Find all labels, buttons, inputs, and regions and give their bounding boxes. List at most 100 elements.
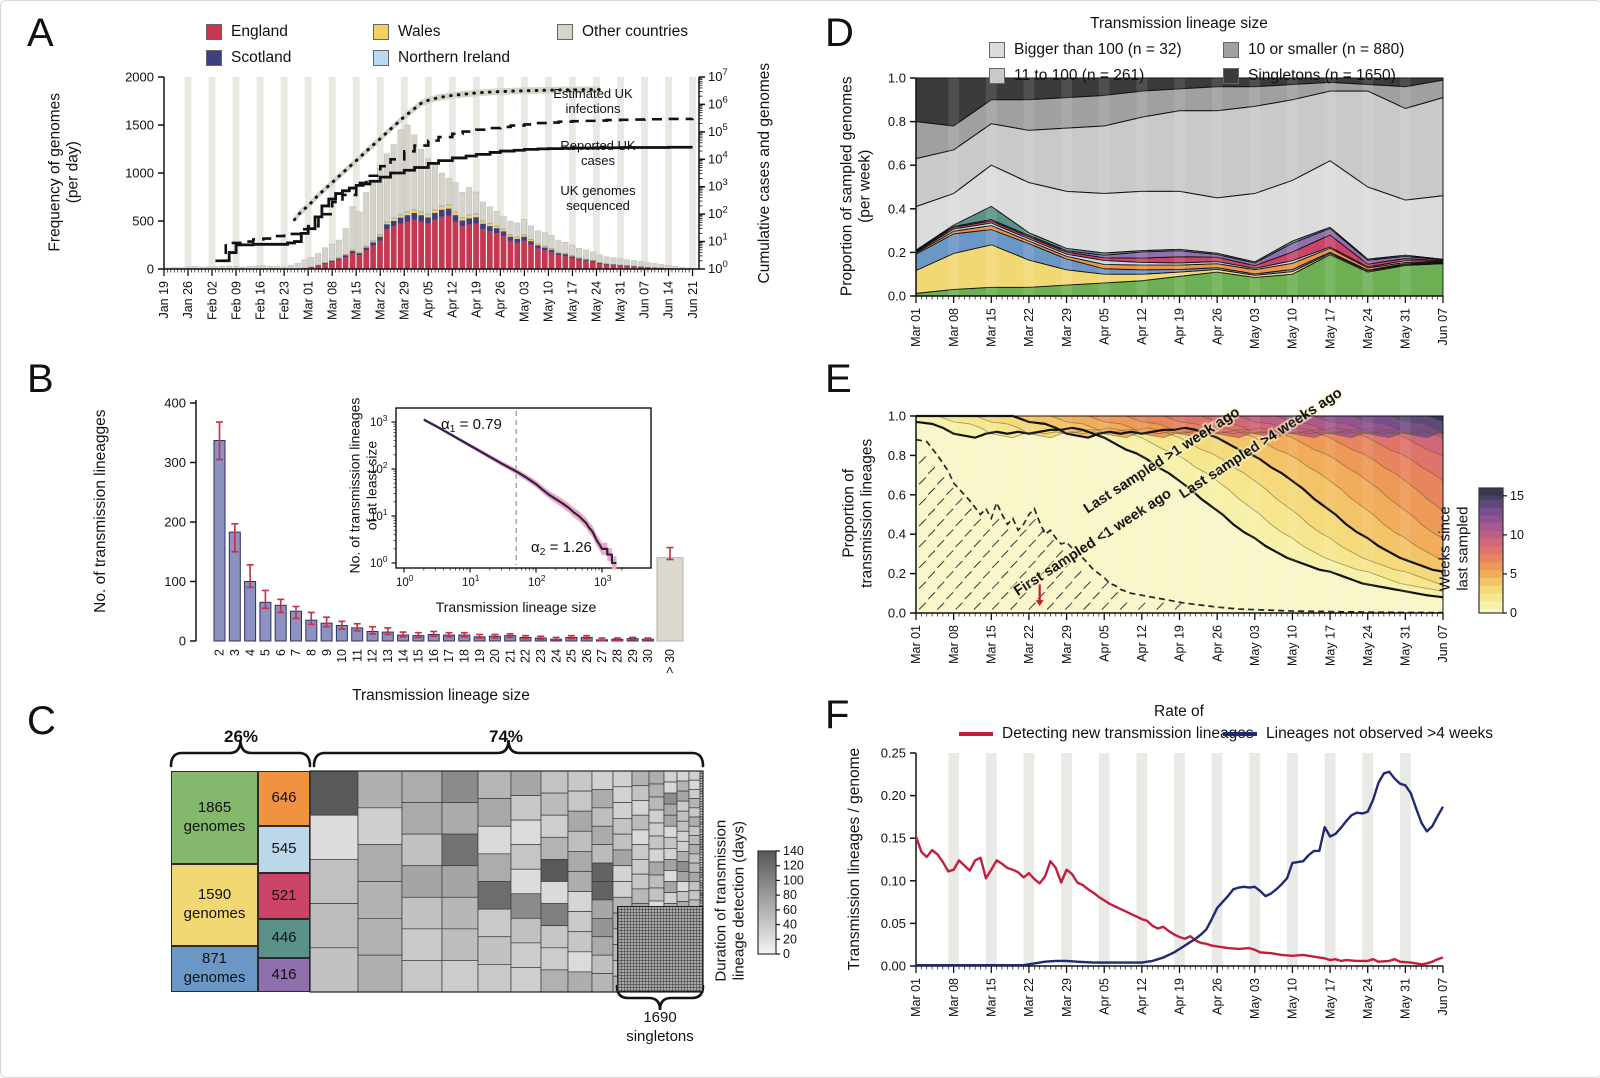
blue-line-swatch [1223,732,1257,735]
svg-text:Mar 01: Mar 01 [909,308,923,347]
svg-text:Mar 22: Mar 22 [373,281,387,320]
svg-text:May 10: May 10 [542,281,556,322]
panel-b-letter: B [27,357,54,402]
svg-text:sequenced: sequenced [566,198,630,213]
svg-text:20: 20 [783,932,797,946]
legend-item-other-countries: Other countries [557,23,688,41]
svg-text:Jun 07: Jun 07 [1436,625,1450,663]
svg-text:Apr 12: Apr 12 [1135,308,1149,345]
svg-text:May 03: May 03 [1248,978,1262,1019]
legend-item-scotland: Scotland [206,49,291,67]
svg-text:Apr 05: Apr 05 [421,281,435,318]
svg-text:0: 0 [1510,606,1517,620]
svg-text:May 31: May 31 [614,281,628,322]
svg-text:13: 13 [381,649,395,663]
svg-text:0.0: 0.0 [888,606,906,621]
svg-text:100: 100 [164,574,186,589]
svg-text:Mar 08: Mar 08 [947,625,961,664]
panel-e-letter: E [825,357,852,402]
svg-text:Apr 12: Apr 12 [1135,625,1149,662]
svg-text:May 03: May 03 [1248,625,1262,666]
red-line-swatch [959,732,993,735]
svg-text:200: 200 [164,515,186,530]
lineage-block-1590: 1590 genomes [171,864,258,946]
svg-text:Apr 19: Apr 19 [1173,625,1187,662]
svg-text:Mar 01: Mar 01 [909,625,923,664]
svg-text:0: 0 [147,262,154,277]
svg-text:23: 23 [534,649,548,663]
panel-a-ylabel: Frequency of genomes (per day) [47,62,84,282]
svg-text:Apr 19: Apr 19 [470,281,484,318]
svg-text:0.6: 0.6 [888,158,906,173]
svg-text:14: 14 [396,649,410,663]
svg-text:0.05: 0.05 [881,916,906,931]
svg-text:26: 26 [580,649,594,663]
panel-d-letter: D [825,11,854,56]
svg-text:100: 100 [396,573,414,589]
lineage-block-416: 416 [258,958,310,992]
svg-text:Mar 01: Mar 01 [909,978,923,1017]
svg-text:103: 103 [708,177,728,194]
svg-text:0.6: 0.6 [888,487,906,502]
svg-text:Apr 26: Apr 26 [1210,978,1224,1015]
svg-text:May 31: May 31 [1399,978,1413,1019]
panel-b-xlabel: Transmission lineage size [291,687,591,705]
svg-text:Mar 01: Mar 01 [301,281,315,320]
panel-d-legend-title: Transmission lineage size [1029,15,1329,33]
svg-text:Jun 21: Jun 21 [686,281,700,319]
legend-item-england: England [206,23,288,41]
svg-text:May 10: May 10 [1286,308,1300,349]
svg-text:Mar 15: Mar 15 [349,281,363,320]
wales-swatch [373,24,389,40]
svg-text:5: 5 [1510,567,1517,581]
svg-text:Apr 26: Apr 26 [1210,308,1224,345]
legend-label: Wales [398,23,441,41]
other-countries-swatch [557,24,573,40]
pct-right-label: 74% [456,727,556,747]
legend-item-singletons: Singletons (n = 1650) [1223,67,1396,85]
svg-text:May 24: May 24 [1361,978,1375,1019]
svg-text:18: 18 [458,649,472,663]
legend-item-new-lineages: Detecting new transmission lineages [959,725,1254,743]
svg-text:infections: infections [566,101,621,116]
svg-text:102: 102 [708,204,728,221]
svg-text:1.0: 1.0 [888,71,906,86]
lineage-block-446: 446 [258,919,310,958]
svg-text:0.4: 0.4 [888,527,906,542]
svg-text:Jun 14: Jun 14 [662,281,676,319]
panel-e-ylabel: Proportion of transmission lineages [841,413,878,613]
legend-item-northern-ireland: Northern Ireland [373,49,510,67]
svg-text:Feb 16: Feb 16 [253,281,267,320]
svg-text:Apr 05: Apr 05 [1097,978,1111,1015]
legend-item-bigger-100: Bigger than 100 (n = 32) [989,41,1182,59]
svg-text:Apr 26: Apr 26 [494,281,508,318]
legend-label: Detecting new transmission lineages [1002,725,1254,743]
svg-text:17: 17 [442,649,456,663]
svg-text:Mar 15: Mar 15 [984,978,998,1017]
svg-text:Mar 29: Mar 29 [397,281,411,320]
svg-text:Mar 22: Mar 22 [1022,978,1036,1017]
svg-text:0.00: 0.00 [881,959,906,974]
svg-text:Estimated UK: Estimated UK [553,86,633,101]
northern-ireland-swatch [373,50,389,66]
svg-text:22: 22 [519,649,533,663]
svg-text:Mar 29: Mar 29 [1060,625,1074,664]
svg-text:0.2: 0.2 [888,245,906,260]
svg-text:60: 60 [783,903,797,917]
singletons-block [617,906,703,992]
svg-text:25: 25 [565,649,579,663]
svg-text:May 24: May 24 [590,281,604,322]
svg-text:100: 100 [708,259,728,276]
svg-text:1500: 1500 [125,118,154,133]
legend-label: Northern Ireland [398,49,510,67]
svg-text:Mar 15: Mar 15 [984,625,998,664]
svg-text:> 30: > 30 [663,649,677,674]
svg-text:Mar 22: Mar 22 [1022,308,1036,347]
svg-text:Apr 12: Apr 12 [1135,978,1149,1015]
lineage-block-545: 545 [258,826,310,873]
